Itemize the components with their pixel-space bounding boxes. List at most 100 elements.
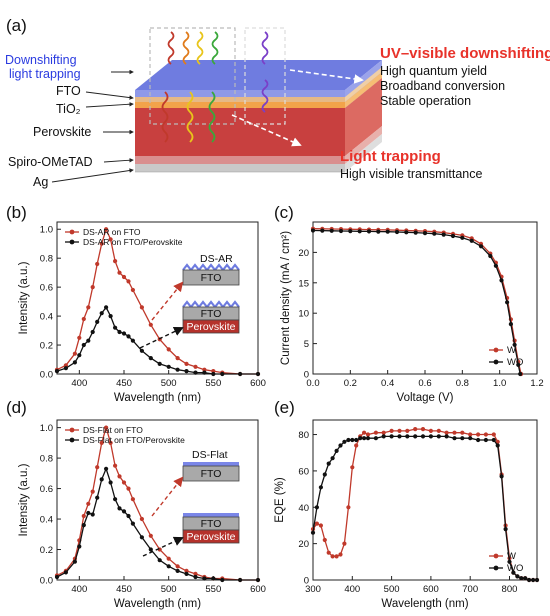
data-point	[63, 366, 68, 371]
legend-swatch-marker	[493, 565, 499, 571]
legend-swatch-marker	[69, 239, 75, 245]
data-point	[322, 537, 327, 543]
data-point	[436, 434, 441, 439]
data-point	[491, 437, 496, 443]
data-point	[469, 238, 474, 243]
series-line-ds-ar-on-fto	[56, 227, 258, 375]
x-tick-label: 400	[71, 584, 87, 595]
data-point	[255, 577, 261, 583]
data-point	[413, 230, 418, 235]
data-point	[113, 325, 118, 330]
data-point	[95, 465, 100, 470]
data-point	[175, 356, 180, 361]
data-point	[354, 443, 359, 448]
x-axis-label: Voltage (V)	[397, 392, 454, 404]
data-point	[104, 425, 109, 430]
data-point	[346, 505, 351, 510]
data-point	[493, 263, 498, 268]
data-point	[104, 227, 109, 232]
data-point	[139, 516, 144, 522]
y-tick-label: 20	[298, 539, 309, 550]
y-tick-label: 0	[304, 576, 309, 587]
data-point	[72, 360, 77, 365]
y-tick-label: 0.8	[40, 254, 53, 265]
legend-label: W	[507, 345, 516, 356]
x-tick-label: 400	[344, 584, 360, 595]
data-point	[117, 474, 122, 479]
data-point	[238, 577, 243, 583]
y-tick-label: 0.6	[40, 283, 53, 294]
data-point	[77, 353, 82, 358]
inset-d-bottom-coating	[183, 513, 239, 517]
label-light-trapping: light trapping	[9, 67, 81, 81]
legend-label: DS-Flat on FTO/Perovskite	[83, 435, 185, 445]
y-tick-label: 0.2	[40, 341, 53, 352]
data-point	[334, 554, 339, 559]
data-point	[519, 576, 524, 581]
data-point	[130, 497, 135, 502]
data-point	[184, 361, 189, 366]
data-point	[104, 305, 109, 310]
data-point	[322, 472, 327, 477]
data-point	[394, 229, 400, 235]
x-tick-label: 0.2	[344, 378, 357, 389]
inset-b-bottom-perovskite	[182, 319, 240, 334]
plot-frame	[56, 419, 259, 581]
layer-labels: Downshifting light trapping FTO TiO₂ Per…	[5, 53, 134, 189]
data-point	[126, 513, 131, 519]
plot-frame	[56, 221, 259, 375]
data-point	[376, 229, 381, 234]
data-point	[157, 361, 162, 366]
data-point	[478, 244, 484, 249]
data-point	[365, 436, 371, 441]
data-point	[515, 574, 520, 579]
inset-d-top-fto	[182, 465, 240, 482]
data-point	[320, 228, 325, 233]
legend-swatch-marker	[493, 347, 499, 353]
inset-b-bottom-fto-label: FTO	[201, 308, 222, 320]
data-point	[148, 356, 153, 361]
data-point	[211, 369, 216, 374]
data-point	[518, 371, 523, 377]
y-tick-label: 60	[298, 466, 309, 477]
downshift-region-box	[149, 27, 236, 125]
data-point	[452, 430, 457, 435]
data-point	[121, 480, 127, 485]
tio2-layer	[135, 102, 345, 108]
chart-panel-b: 400 450 500 550 600 0.0 0.2 0.4 0.6 0.8 1.0 Wavelen…	[18, 221, 266, 404]
data-point	[148, 547, 153, 552]
legend-swatch-marker	[69, 427, 75, 433]
uv-downshifting-title: UV–visible downshifting	[380, 45, 550, 62]
x-axis-label: Wavelength (nm)	[114, 392, 201, 404]
x-tick-label: 1.0	[493, 378, 506, 389]
photon-waves	[161, 31, 269, 143]
data-point	[334, 448, 339, 453]
data-point	[342, 541, 347, 546]
chart-panel-e: 300 400 500 600 700 800 0 20 40 60 80 Wavelength (n…	[274, 419, 540, 610]
data-point	[211, 371, 216, 377]
y-axis-label: EQE (%)	[274, 477, 286, 523]
data-point	[99, 440, 104, 445]
x-tick-label: 500	[161, 584, 177, 595]
data-point	[357, 229, 362, 234]
x-tick-label: 0.8	[456, 378, 469, 389]
data-point	[531, 577, 536, 583]
uv-point-1: High quantum yield	[380, 64, 487, 78]
data-point	[184, 568, 189, 574]
data-point	[99, 241, 104, 246]
data-point	[117, 329, 122, 335]
data-point	[381, 434, 386, 439]
x-tick-label: 450	[116, 584, 132, 595]
x-tick-label: 600	[423, 584, 439, 595]
inset-b-bottom-perovskite-label: Perovskite	[186, 321, 235, 333]
data-point	[126, 486, 131, 491]
data-point	[432, 231, 437, 236]
data-point	[175, 367, 180, 372]
data-point	[318, 523, 323, 528]
legend-swatch-marker	[493, 553, 499, 559]
data-point	[508, 322, 513, 327]
inset-d-bottom-fto-label: FTO	[201, 518, 222, 530]
data-point	[389, 434, 394, 439]
x-axis-label: Wavelength (nm)	[114, 598, 201, 610]
